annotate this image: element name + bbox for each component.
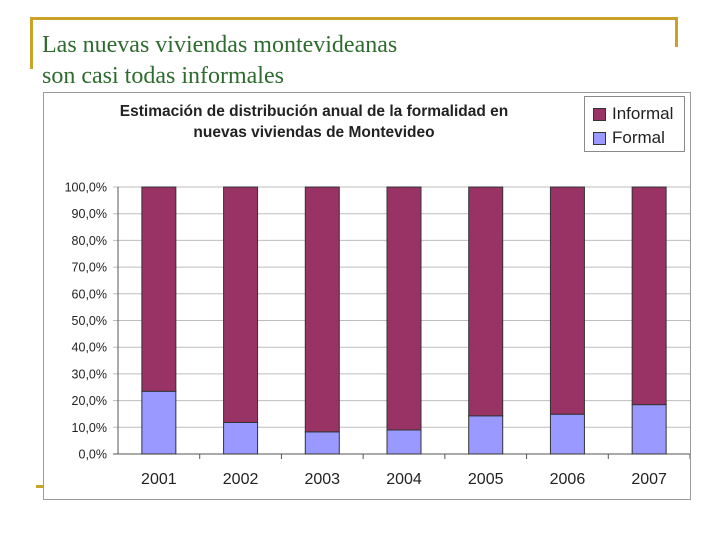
bar-informal-2007 (631, 186, 667, 406)
slide-title: Las nuevas viviendas montevideanas son c… (42, 30, 662, 92)
chart-title: Estimación de distribución anual de la f… (54, 101, 574, 143)
y-tick-label: 70,0% (72, 261, 107, 275)
left-rule (30, 17, 33, 69)
x-tick-label: 2001 (141, 471, 177, 488)
x-tick-label: 2002 (223, 471, 259, 488)
legend-label-informal: Informal (612, 104, 674, 123)
legend-label-formal: Formal (612, 128, 665, 147)
top-rule (30, 17, 678, 20)
x-tick-label: 2007 (631, 471, 667, 488)
x-tick-label: 2004 (386, 471, 422, 488)
bar-formal-2001 (141, 390, 177, 455)
legend-swatch-formal (593, 131, 606, 145)
x-tick-label: 2005 (468, 471, 504, 488)
bar-formal-2004 (386, 429, 422, 455)
y-tick-label: 100,0% (65, 181, 107, 195)
bar-informal-2006 (549, 186, 585, 415)
x-tick-label: 2006 (550, 471, 586, 488)
bar-informal-2003 (304, 186, 340, 433)
legend-swatch-informal (593, 107, 606, 121)
slide-title-line-1: Las nuevas viviendas montevideanas (42, 32, 398, 58)
y-tick-label: 10,0% (72, 421, 107, 435)
y-tick-label: 80,0% (72, 234, 107, 248)
chart-panel: 0,0% 10,0% 20,0% 30,0% 40,0% 50,0% 60,0% 70,0% 8… (43, 92, 691, 500)
x-tick-label: 2003 (304, 471, 340, 488)
y-tick-label: 40,0% (72, 341, 107, 355)
chart-plot: 0,0% 10,0% 20,0% 30,0% 40,0% 50,0% 60,0% 70,0% 8… (65, 181, 690, 488)
y-tick-label: 20,0% (72, 394, 107, 408)
y-tick-label: 90,0% (72, 207, 107, 221)
bar-formal-2003 (304, 431, 340, 455)
bar-formal-2005 (468, 415, 504, 455)
legend-item-informal: Informal (593, 103, 673, 125)
bar-formal-2007 (631, 404, 667, 455)
chart-title-line-1: Estimación de distribución anual de la f… (119, 103, 509, 120)
right-rule (675, 17, 678, 47)
slide-title-line-2: son casi todas informales (42, 63, 284, 89)
legend-item-formal: Formal (593, 127, 665, 149)
y-tick-label: 30,0% (72, 367, 107, 381)
bar-informal-2005 (468, 186, 504, 417)
y-tick-label: 50,0% (72, 314, 107, 328)
y-tick-label: 60,0% (72, 287, 107, 301)
bottom-left-rule (36, 485, 44, 488)
y-tick-label: 0,0% (79, 448, 108, 462)
chart-legend: Informal Formal (584, 96, 685, 152)
bar-formal-2002 (223, 421, 259, 455)
bar-informal-2001 (141, 186, 177, 392)
bar-informal-2002 (223, 186, 259, 423)
chart-title-line-2: nuevas viviendas de Montevideo (193, 124, 435, 141)
bar-formal-2006 (549, 413, 585, 455)
bar-informal-2004 (386, 186, 422, 431)
